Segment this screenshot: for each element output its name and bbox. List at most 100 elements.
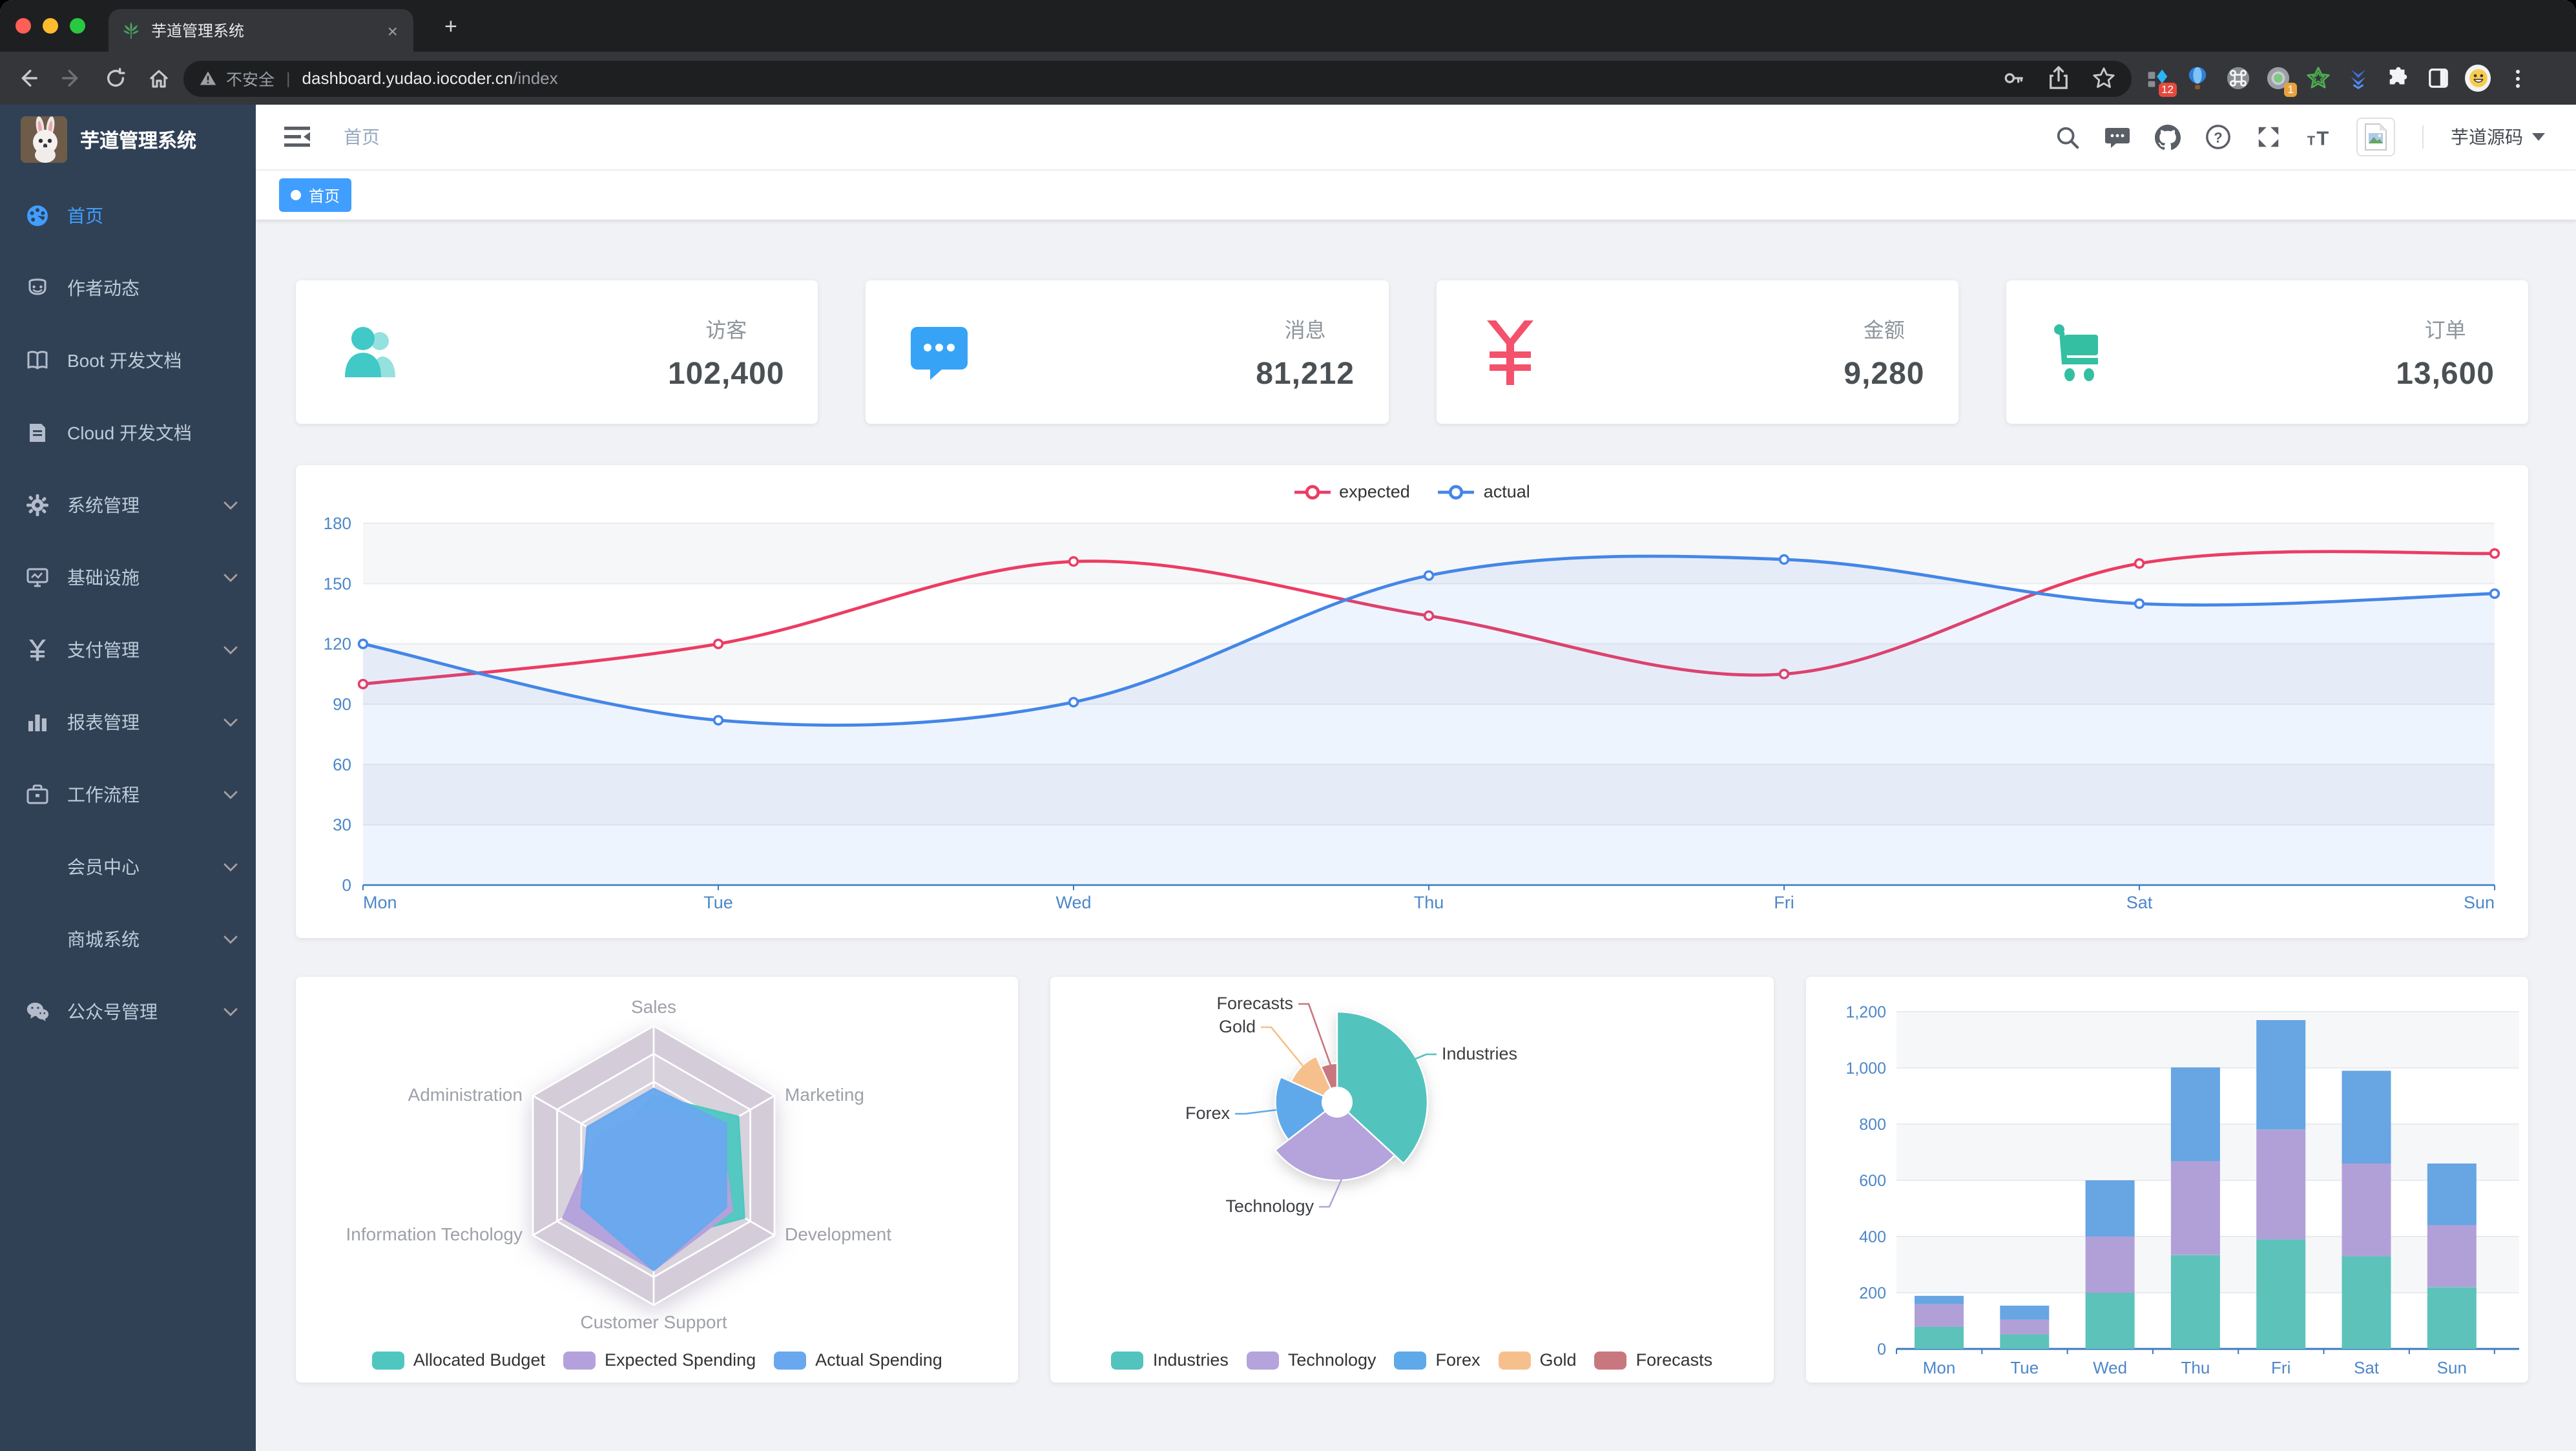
users-icon <box>337 320 402 384</box>
extension-balloon-icon[interactable] <box>2185 65 2210 91</box>
legend-item[interactable]: Allocated Budget <box>371 1350 545 1370</box>
svg-text:T: T <box>2307 134 2315 149</box>
pie-chart-legend[interactable]: Industries Technology Forex Gold Forecasts <box>1051 1350 1774 1370</box>
sidebar-item-5[interactable]: 基础设施 <box>0 541 256 614</box>
fullscreen-icon[interactable] <box>2256 124 2281 150</box>
sidebar-item-1[interactable]: 作者动态 <box>0 252 256 324</box>
message-icon[interactable] <box>2104 124 2130 150</box>
minimize-window-button[interactable] <box>43 18 58 34</box>
svg-text:Tue: Tue <box>2010 1358 2039 1377</box>
tag-label: 首页 <box>309 187 340 205</box>
help-icon[interactable]: ? <box>2205 124 2231 150</box>
legend-label: Technology <box>1287 1350 1376 1370</box>
svg-text:60: 60 <box>333 755 351 774</box>
extension-command-icon[interactable] <box>2225 65 2250 91</box>
legend-item[interactable]: actual <box>1438 482 1530 501</box>
app-header: 首页 ? <box>256 105 2576 171</box>
user-avatar-broken-image[interactable] <box>2356 118 2395 156</box>
stat-card-visitors[interactable]: 访客 102,400 <box>296 280 818 424</box>
bookmark-star-icon[interactable] <box>2092 66 2116 90</box>
legend-item[interactable]: Gold <box>1498 1350 1577 1370</box>
briefcase-icon <box>26 783 49 806</box>
legend-item[interactable]: Forex <box>1394 1350 1480 1370</box>
url-path[interactable]: /index <box>513 68 558 88</box>
browser-menu-icon[interactable] <box>2505 65 2531 91</box>
svg-text:Sun: Sun <box>2464 893 2495 912</box>
sidebar-item-7[interactable]: 报表管理 <box>0 686 256 758</box>
sidebar-logo-row[interactable]: 芋道管理系统 <box>0 105 256 174</box>
radar-chart-legend[interactable]: Allocated Budget Expected Spending Actual … <box>296 1350 1019 1370</box>
share-icon[interactable] <box>2048 66 2070 90</box>
github-icon[interactable] <box>2155 124 2181 150</box>
security-label[interactable]: 不安全 <box>226 71 275 89</box>
sidebar-item-8[interactable]: 工作流程 <box>0 758 256 831</box>
monitor-icon <box>26 566 49 589</box>
user-menu[interactable]: 芋道源码 <box>2451 124 2545 150</box>
sidebar-item-11[interactable]: 公众号管理 <box>0 976 256 1048</box>
svg-text:180: 180 <box>324 514 351 533</box>
sidebar-item-4[interactable]: 系统管理 <box>0 469 256 541</box>
sidebar-item-label: 商城系统 <box>67 929 140 950</box>
zoom-window-button[interactable] <box>70 18 85 34</box>
extension-star-icon[interactable] <box>2305 65 2331 91</box>
new-tab-button[interactable]: + <box>444 14 457 39</box>
legend-item[interactable]: Industries <box>1111 1350 1229 1370</box>
extensions-puzzle-icon[interactable] <box>2385 65 2411 91</box>
tab-close-icon[interactable]: × <box>387 20 398 41</box>
svg-text:Gold: Gold <box>1220 1017 1256 1036</box>
chevron-down-icon <box>223 1007 238 1016</box>
sidebar-item-0[interactable]: 首页 <box>0 180 256 252</box>
legend-chip <box>1594 1351 1627 1369</box>
home-button[interactable] <box>145 64 173 92</box>
legend-item[interactable]: Expected Spending <box>563 1350 756 1370</box>
tag-home[interactable]: 首页 <box>279 178 352 212</box>
chevron-down-icon <box>223 645 238 654</box>
close-window-button[interactable] <box>16 18 31 34</box>
browser-tab[interactable]: 芋道管理系统 × <box>109 9 413 52</box>
svg-text:200: 200 <box>1859 1284 1886 1302</box>
legend-chip <box>774 1351 807 1369</box>
profile-avatar[interactable] <box>2465 65 2491 92</box>
collapse-sidebar-icon[interactable] <box>284 124 310 150</box>
sidebar-item-label: 作者动态 <box>67 278 140 298</box>
reload-button[interactable] <box>101 64 129 92</box>
sidebar-item-3[interactable]: Cloud 开发文档 <box>0 397 256 469</box>
sidebar-item-label: 会员中心 <box>67 857 140 877</box>
extension-camera-icon[interactable]: 1 <box>2265 65 2297 96</box>
svg-text:Wed: Wed <box>2092 1358 2126 1377</box>
legend-item[interactable]: Technology <box>1246 1350 1376 1370</box>
back-button[interactable] <box>13 64 41 92</box>
sidebar-item-10[interactable]: 商城系统 <box>0 903 256 976</box>
svg-text:Mon: Mon <box>1922 1358 1955 1377</box>
address-bar[interactable]: 不安全 | dashboard.yudao.iocoder.cn/index <box>183 60 2132 96</box>
sidebar-item-2[interactable]: Boot 开发文档 <box>0 324 256 397</box>
svg-text:120: 120 <box>324 634 351 654</box>
side-panel-icon[interactable] <box>2425 65 2451 91</box>
legend-item[interactable]: expected <box>1294 482 1410 501</box>
stat-card-orders[interactable]: 订单 13,600 <box>2006 280 2528 424</box>
stat-card-amount[interactable]: 金额 9,280 <box>1436 280 1958 424</box>
wechat-icon <box>26 1000 49 1023</box>
sidebar-item-6[interactable]: 支付管理 <box>0 614 256 686</box>
line-chart-svg: 0 30 60 90 120 150 180 Mon Tue Wed Thu Fri Sat Sun <box>324 514 2500 912</box>
line-chart-legend[interactable]: expected actual <box>296 482 2528 501</box>
macos-window-controls[interactable] <box>16 18 85 34</box>
url-host[interactable]: dashboard.yudao.iocoder.cn <box>302 68 514 88</box>
extension-chevrons-icon[interactable] <box>2345 65 2371 91</box>
not-secure-warning-icon <box>200 71 216 85</box>
sidebar-item-9[interactable]: 会员中心 <box>0 831 256 903</box>
password-key-icon[interactable] <box>2001 66 2026 90</box>
breadcrumb[interactable]: 首页 <box>344 127 380 147</box>
tags-view-bar: 首页 <box>256 171 2576 220</box>
forward-button[interactable] <box>57 64 85 92</box>
legend-item[interactable]: Forecasts <box>1594 1350 1712 1370</box>
yuan-money-icon <box>1477 320 1542 384</box>
legend-item[interactable]: Actual Spending <box>774 1350 942 1370</box>
app-logo-rabbit-image <box>21 116 67 163</box>
svg-text:Customer Support: Customer Support <box>580 1312 727 1332</box>
extension-apps-icon[interactable]: 12 <box>2145 65 2177 96</box>
stat-card-messages[interactable]: 消息 81,212 <box>866 280 1388 424</box>
search-icon[interactable] <box>2054 124 2080 150</box>
cart-icon <box>2048 320 2112 384</box>
